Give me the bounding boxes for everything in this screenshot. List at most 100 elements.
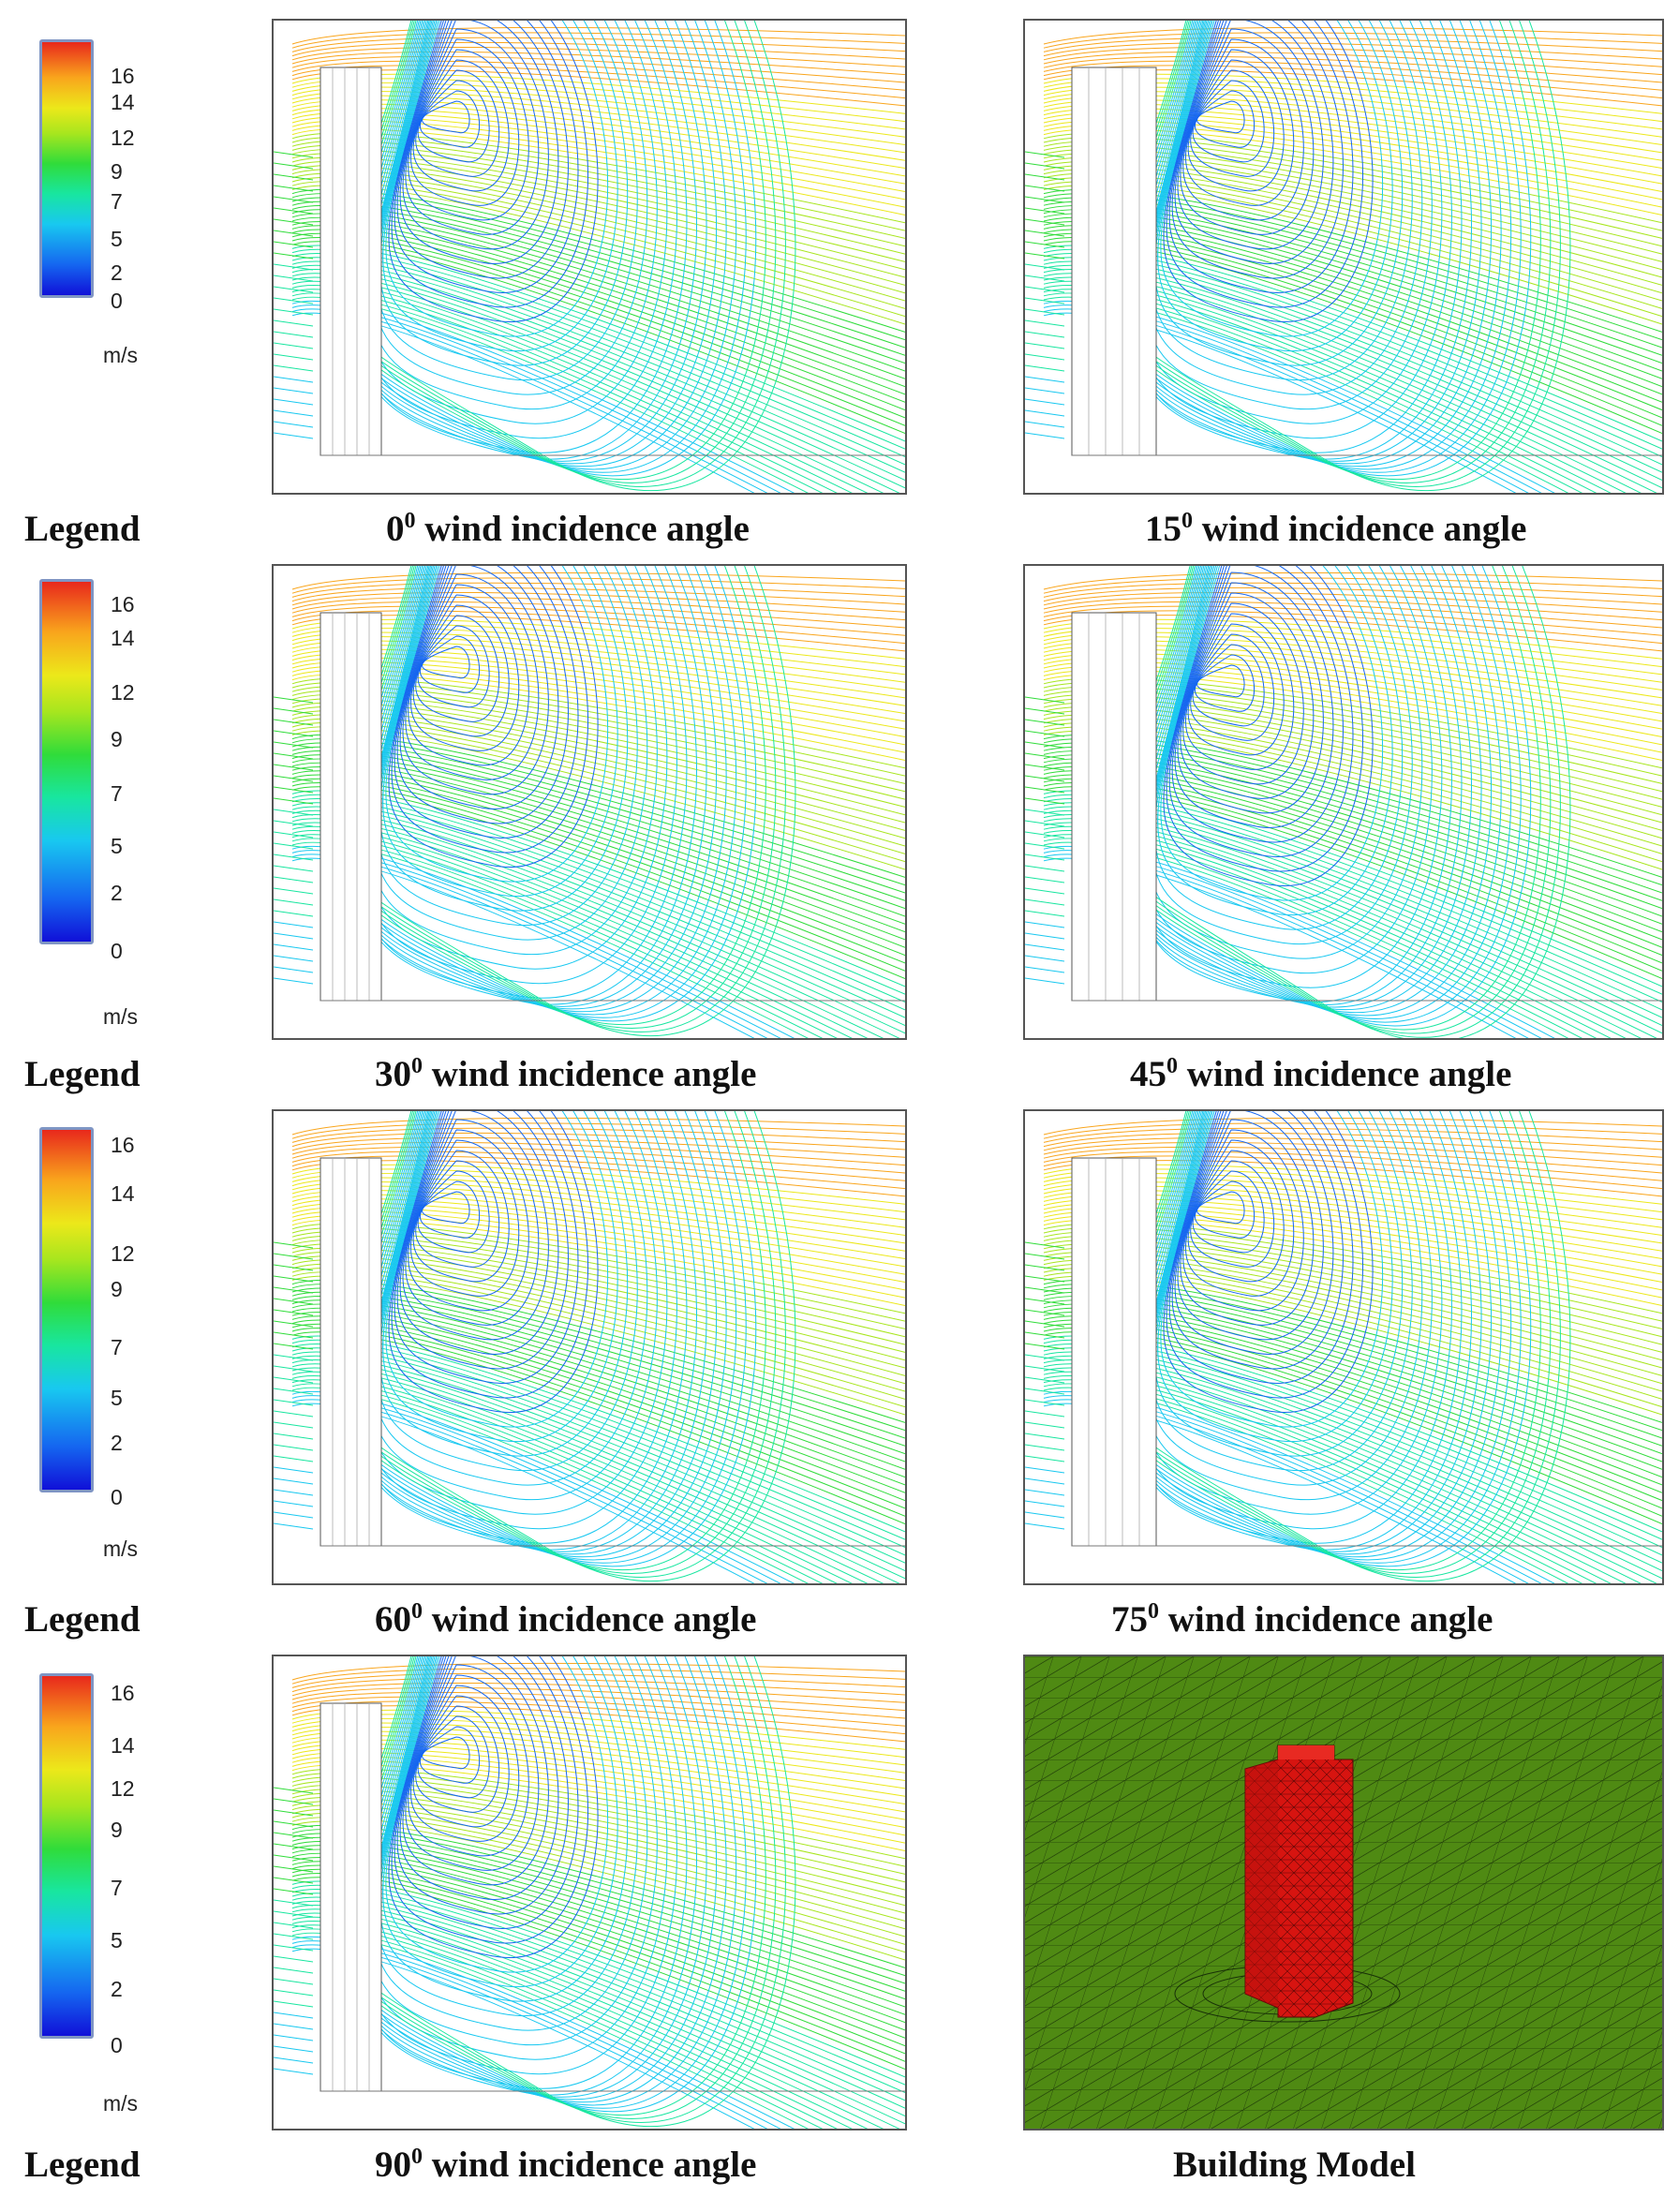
streamline — [291, 1686, 905, 1712]
tick-label: 0 — [111, 1485, 123, 1509]
streamline — [1025, 775, 1065, 782]
tick-label: 14 — [111, 1733, 135, 1758]
streamline — [291, 1127, 905, 1143]
streamline — [274, 2045, 314, 2053]
streamline — [373, 566, 648, 941]
streamline — [274, 1877, 314, 1884]
streamline — [402, 1656, 549, 1886]
streamline — [1192, 644, 1265, 726]
streamline — [394, 1656, 579, 1929]
streamline — [291, 601, 905, 629]
streamline — [1168, 566, 1354, 857]
streamline — [379, 1111, 629, 1457]
streamline — [409, 1685, 520, 1842]
streamline — [1187, 59, 1285, 192]
streamline-plot — [1025, 21, 1662, 493]
tick-label: 14 — [111, 1181, 135, 1206]
streamline — [274, 1820, 314, 1828]
streamline — [274, 342, 314, 349]
streamline — [355, 566, 707, 1007]
streamline — [1025, 865, 1065, 872]
tick-label: 9 — [111, 1277, 123, 1301]
streamline — [274, 207, 314, 215]
streamline — [274, 831, 314, 839]
streamline — [291, 51, 905, 76]
streamline — [274, 1522, 314, 1530]
building-block — [1244, 1744, 1354, 2018]
streamline — [364, 21, 677, 439]
streamline — [415, 615, 500, 722]
tick-label: 0 — [111, 2033, 123, 2057]
streamline — [364, 1111, 677, 1530]
streamline — [274, 2012, 314, 2019]
streamline — [385, 566, 609, 883]
streamline — [1025, 764, 1065, 771]
streamline — [274, 1455, 314, 1462]
streamline — [379, 1656, 629, 2002]
streamline — [394, 1111, 579, 1384]
streamline — [1043, 1122, 1662, 1139]
legend-3: 16 14 12 9 7 5 2 0 m/s — [0, 1120, 150, 1561]
tick-label: 2 — [111, 1431, 123, 1455]
tick-label: 0 — [111, 289, 123, 313]
streamline — [274, 752, 314, 760]
streamline — [391, 21, 588, 308]
tick-label: 16 — [111, 1133, 135, 1157]
streamline — [1025, 932, 1065, 940]
streamline — [1025, 353, 1065, 361]
streamline — [291, 605, 905, 636]
tick-label: 14 — [111, 90, 135, 114]
streamline — [291, 591, 905, 613]
tick-label: 16 — [111, 64, 135, 88]
streamline — [409, 49, 520, 206]
streamline — [402, 21, 549, 250]
tick-label: 5 — [111, 1928, 123, 1952]
streamline — [405, 1664, 540, 1871]
streamline — [1025, 1286, 1065, 1294]
streamline — [1025, 1399, 1065, 1406]
streamline — [1025, 707, 1065, 715]
streamline — [274, 1955, 314, 1963]
streamline — [396, 566, 569, 824]
streamline — [1025, 218, 1065, 226]
streamline — [291, 1682, 905, 1703]
streamline — [1043, 605, 1662, 636]
streamline — [1163, 566, 1374, 887]
streamline — [274, 1343, 314, 1350]
streamline — [1025, 409, 1065, 417]
streamline — [274, 1376, 314, 1384]
streamline — [1025, 1489, 1065, 1496]
streamline — [274, 2068, 314, 2075]
streamline — [382, 566, 618, 898]
streamline — [1043, 572, 1662, 590]
streamline — [1187, 1150, 1285, 1283]
streamline — [1043, 582, 1662, 598]
unit-label: m/s — [103, 1537, 139, 1561]
streamline — [274, 353, 314, 361]
streamline — [361, 21, 688, 453]
streamline — [1025, 696, 1065, 704]
streamline — [1166, 1111, 1363, 1399]
streamline — [1025, 1388, 1065, 1395]
streamline — [274, 2023, 314, 2030]
streamline — [1025, 1433, 1065, 1440]
streamline — [274, 820, 314, 827]
streamline — [1177, 21, 1324, 250]
streamline — [361, 1656, 688, 2089]
streamline — [291, 1307, 905, 1478]
streamline — [274, 2034, 314, 2041]
streamline — [1192, 80, 1265, 162]
streamline — [1151, 566, 1413, 945]
streamline — [1154, 21, 1404, 366]
streamline — [408, 1674, 529, 1857]
streamline — [274, 1933, 314, 1940]
tick-label: 12 — [111, 1776, 135, 1801]
streamline — [274, 1433, 314, 1440]
streamline-plot — [274, 1656, 905, 2129]
streamline — [1043, 1141, 1662, 1166]
building-outline — [319, 1157, 382, 1547]
tick-label: 2 — [111, 260, 123, 285]
streamline — [408, 1129, 529, 1312]
streamline — [274, 707, 314, 715]
streamline — [367, 1111, 668, 1515]
